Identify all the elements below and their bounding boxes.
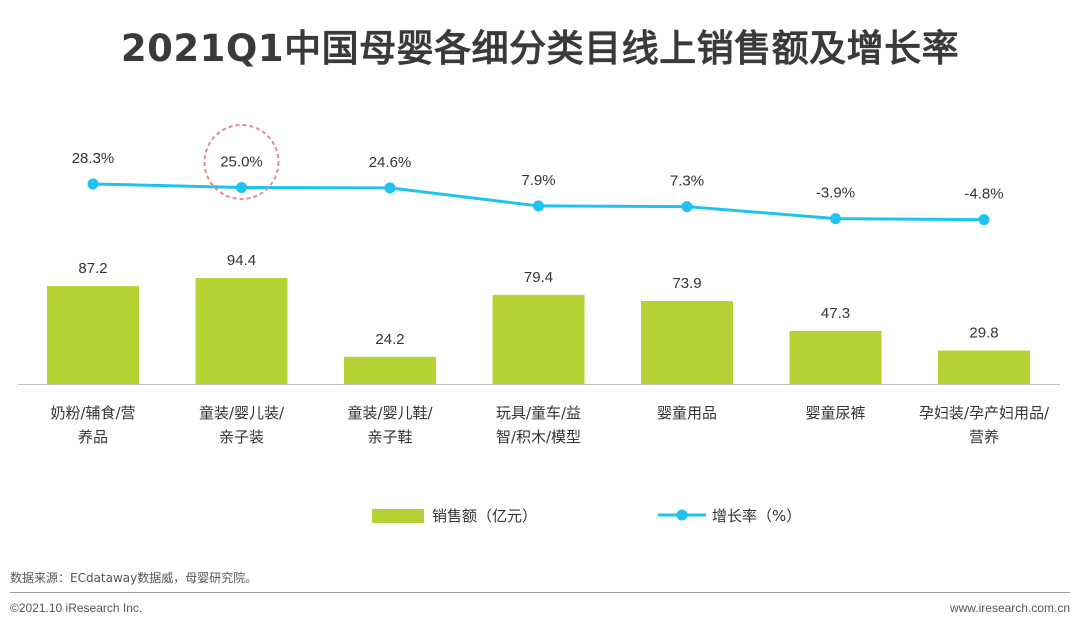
category-label-2-1: 亲子鞋 [367,428,412,446]
growth-value-label-1: 25.0% [220,154,263,171]
growth-point-6 [978,214,990,226]
bar-value-label-5: 47.3 [821,305,850,322]
growth-point-4 [681,201,693,213]
bar-value-label-0: 87.2 [78,260,107,277]
bar-value-label-3: 79.4 [524,269,553,286]
legend-line-marker [676,509,688,521]
bar-value-label-2: 24.2 [375,331,404,348]
category-label-4-0: 婴童用品 [657,404,717,422]
legend-bar-label: 销售额（亿元） [432,507,537,525]
combo-chart: 87.2 94.4 24.2 79.4 73.9 47.3 29.8 奶粉/辅食/营养品 童装/… [18,124,1060,525]
bar-0 [47,286,139,384]
data-source-note: 数据来源：ECdataway数据威，母婴研究院。 [10,571,258,585]
growth-point-5 [830,213,841,225]
category-label-3-1: 智/积木/模型 [496,428,581,446]
category-label-5-0: 婴童尿裤 [805,404,865,422]
website-link[interactable]: www.iresearch.com.cn [949,601,1070,615]
bar-4 [641,301,733,384]
growth-value-label-6: -4.8% [964,186,1003,203]
bar-value-label-4: 73.9 [672,275,701,292]
category-label-1-1: 亲子装 [219,428,264,446]
highlight-circle [203,124,280,200]
category-label-2-0: 童装/婴儿鞋/ [347,404,433,422]
legend-line-label: 增长率（%） [712,507,801,525]
category-label-6-0: 孕妇装/孕产妇用品/ [919,404,1050,422]
growth-value-label-2: 24.6% [369,154,412,171]
growth-point-3 [533,200,544,212]
bar-6 [938,350,1030,384]
growth-value-label-4: 7.3% [670,173,704,190]
category-label-0-0: 奶粉/辅食/营 [50,404,135,422]
category-label-1-0: 童装/婴儿装/ [199,404,285,422]
footer-divider [10,592,1070,593]
bar-value-label-1: 94.4 [227,252,256,269]
copyright-text: ©2021.10 iResearch Inc. [10,601,143,615]
chart-title: 2021Q1中国母婴各细分类目线上销售额及增长率 [120,27,960,70]
bar-1 [195,278,288,384]
legend-bar-swatch [372,509,424,523]
growth-point-0 [87,178,99,190]
category-label-3-0: 玩具/童车/益 [496,404,581,422]
growth-point-1 [236,182,247,193]
category-label-0-1: 养品 [78,428,108,446]
bar-value-label-6: 29.8 [969,325,998,342]
bar-5 [789,330,882,384]
bar-3 [492,294,585,384]
bar-2 [344,356,436,384]
growth-value-label-5: -3.9% [816,185,855,202]
growth-value-label-3: 7.9% [521,172,555,189]
category-label-6-1: 营养 [969,428,999,446]
growth-point-2 [384,182,396,194]
growth-value-label-0: 28.3% [72,150,115,167]
